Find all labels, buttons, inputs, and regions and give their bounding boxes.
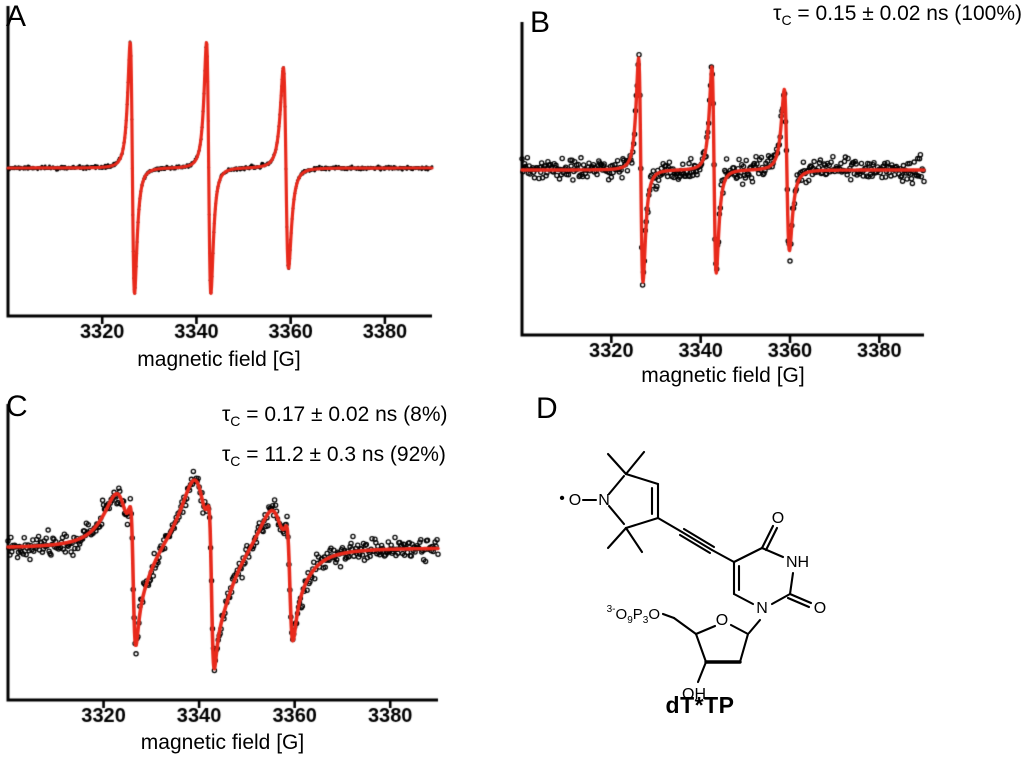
compound-name-label: dT*TP bbox=[665, 692, 735, 718]
panel-c-epr-spectrum-canvas bbox=[0, 400, 445, 730]
hydroxyl-label: OH bbox=[682, 686, 706, 703]
carbonyl-o4-label: O bbox=[772, 510, 784, 527]
panel-c-x-axis-label: magnetic field [G] bbox=[140, 731, 305, 754]
triphosphate-label: 3-O9P3O bbox=[607, 604, 660, 626]
sugar-ring-oxygen-label: O bbox=[716, 612, 728, 629]
panel-b-epr-spectrum-canvas bbox=[516, 18, 930, 364]
pyrroline-nitrogen-label: N bbox=[598, 492, 610, 509]
panel-a-x-axis-label: magnetic field [G] bbox=[137, 348, 301, 371]
panel-a-epr-spectrum-canvas bbox=[0, 0, 438, 348]
glycosidic-nitrogen-label: N bbox=[756, 600, 768, 617]
tau-symbol: τ bbox=[773, 2, 782, 25]
uracil-ring-bonds bbox=[732, 546, 795, 606]
imide-nh-label: NH bbox=[786, 554, 809, 571]
carbonyl-o2-label: O bbox=[814, 600, 826, 617]
pyrroline-ring-bonds bbox=[607, 472, 660, 530]
nitroxide-oxygen-label: O bbox=[569, 492, 581, 509]
sugar-substituents: OH 3-O9P3O bbox=[607, 604, 708, 703]
nitroxide-group: • O N bbox=[559, 490, 610, 509]
dtstp-chemical-structure: • O N bbox=[559, 450, 826, 703]
triphosphate-superscript: 3- bbox=[607, 604, 616, 615]
gem-dimethyl-bonds bbox=[606, 450, 646, 554]
alkyne-triple-bond bbox=[656, 516, 736, 564]
panel-b-x-axis-label: magnetic field [G] bbox=[641, 364, 805, 387]
panel-d-label: D bbox=[536, 392, 558, 425]
radical-dot-label: • bbox=[559, 490, 565, 507]
sugar-ring-bonds: O bbox=[694, 612, 762, 664]
uracil-substituents: O NH O N bbox=[756, 510, 826, 617]
